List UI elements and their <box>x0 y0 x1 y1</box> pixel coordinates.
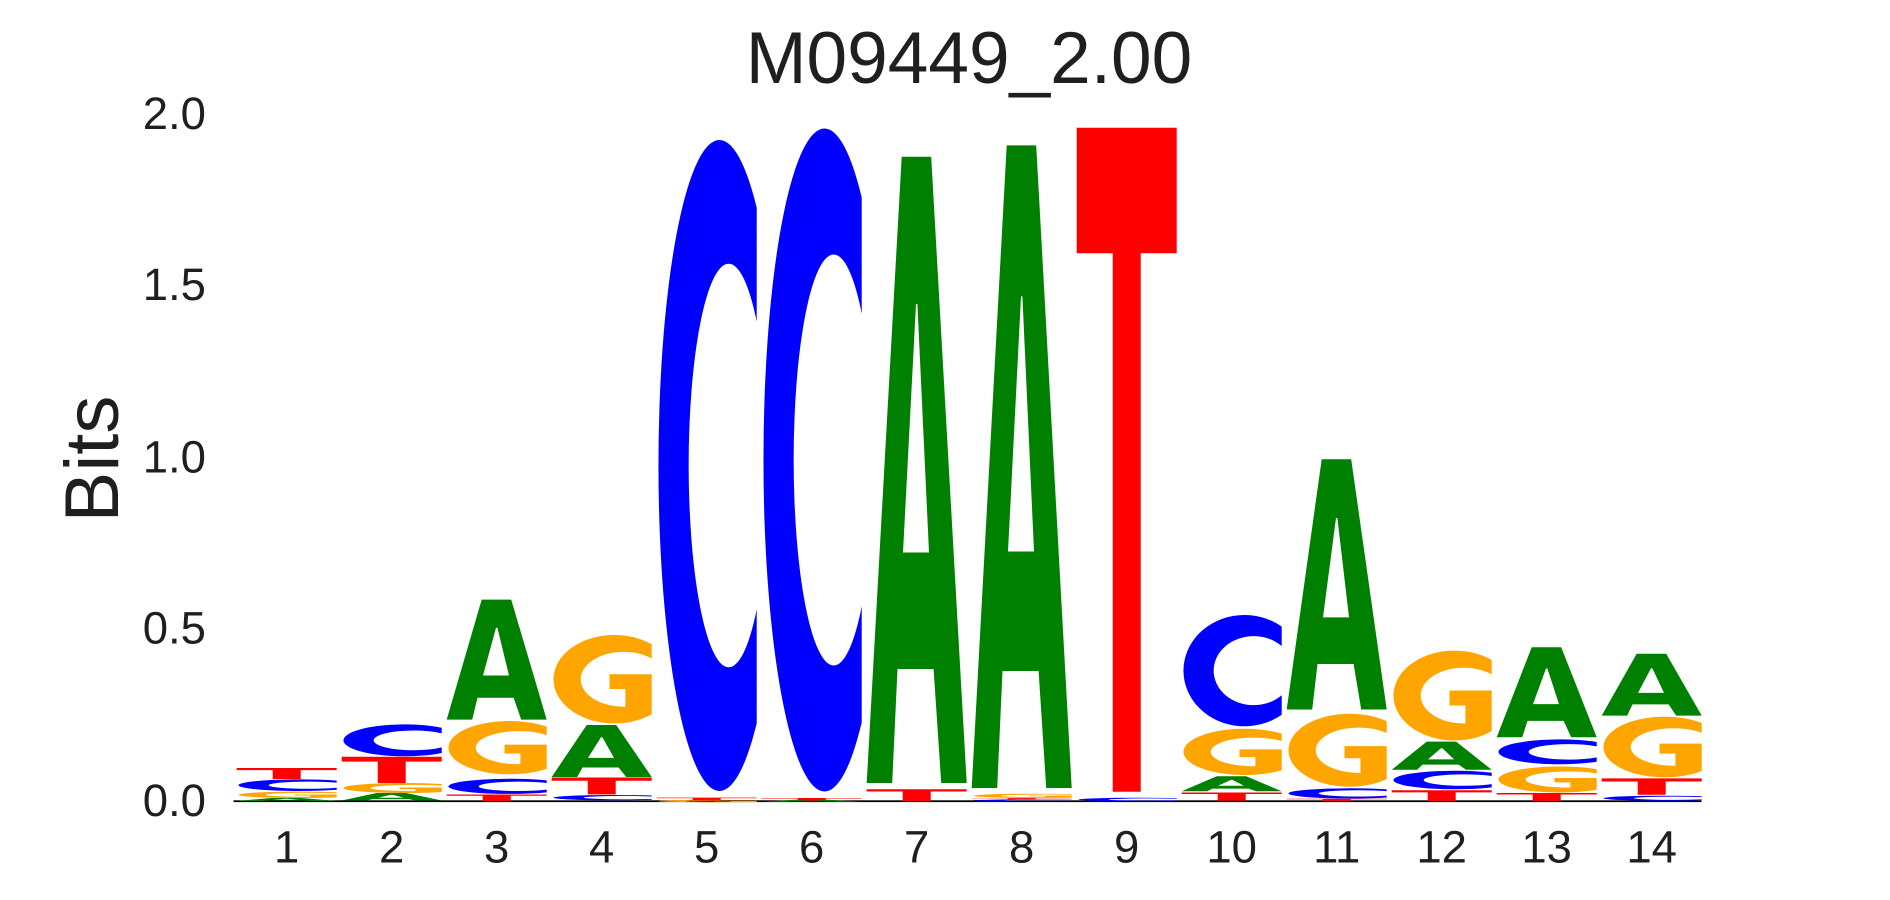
svg-text:5: 5 <box>694 822 719 873</box>
svg-text:9: 9 <box>1114 822 1139 873</box>
svg-text:0.0: 0.0 <box>143 775 206 826</box>
svg-text:2: 2 <box>379 822 404 873</box>
svg-text:1.5: 1.5 <box>143 259 206 310</box>
svg-text:10: 10 <box>1206 822 1257 873</box>
svg-text:4: 4 <box>589 822 614 873</box>
svg-text:8: 8 <box>1009 822 1034 873</box>
svg-text:12: 12 <box>1416 822 1467 873</box>
svg-text:13: 13 <box>1521 822 1572 873</box>
svg-text:M09449_2.00: M09449_2.00 <box>746 18 1192 99</box>
svg-text:3: 3 <box>484 822 509 873</box>
svg-text:0.5: 0.5 <box>143 602 206 653</box>
svg-text:11: 11 <box>1313 822 1360 873</box>
svg-text:14: 14 <box>1626 822 1677 873</box>
svg-text:1: 1 <box>274 822 299 873</box>
svg-text:7: 7 <box>904 822 929 873</box>
svg-text:6: 6 <box>799 822 824 873</box>
svg-text:Bits: Bits <box>50 396 135 523</box>
svg-text:1.0: 1.0 <box>143 432 206 483</box>
svg-text:2.0: 2.0 <box>143 88 206 139</box>
